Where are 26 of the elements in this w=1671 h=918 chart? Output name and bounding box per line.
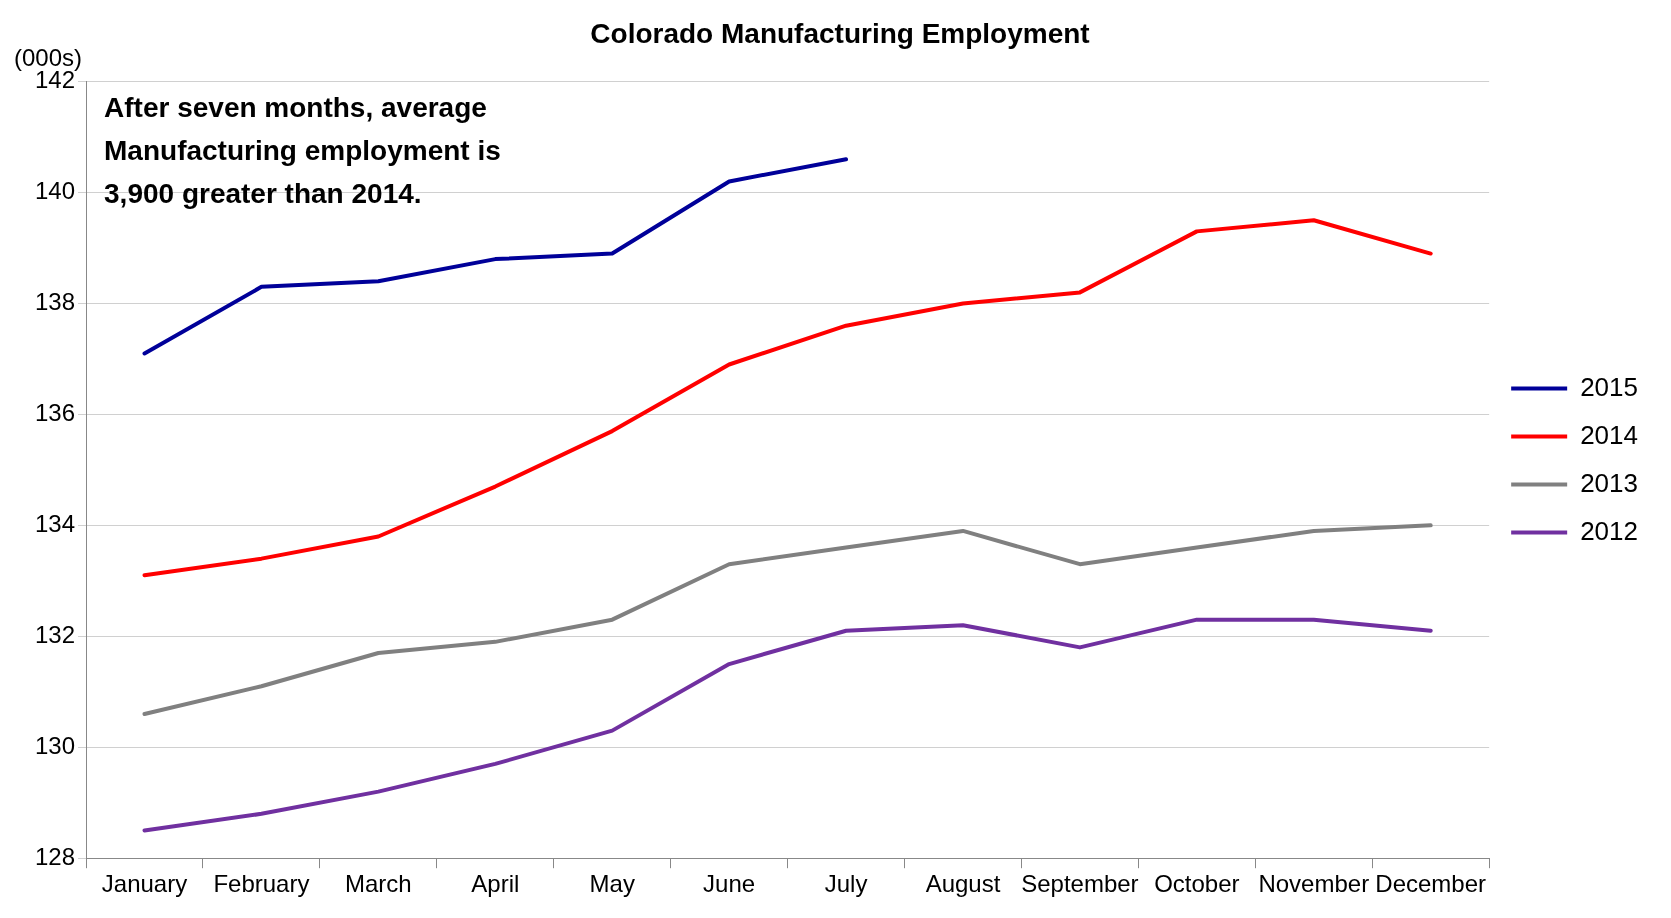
x-tick-label: June <box>703 870 756 898</box>
y-tick-label: 132 <box>35 620 76 648</box>
x-tick-label: October <box>1154 870 1240 898</box>
legend-label: 2012 <box>1580 515 1638 546</box>
y-tick-label: 134 <box>35 510 76 537</box>
x-tick-label: December <box>1375 870 1487 898</box>
x-tick-label: August <box>925 870 1001 898</box>
x-tick-label: July <box>824 870 868 898</box>
x-tick-label: November <box>1258 870 1370 898</box>
x-tick-label: May <box>589 870 635 898</box>
x-tick-label: March <box>345 870 412 898</box>
y-tick-label: 136 <box>35 399 76 427</box>
y-tick-label: 138 <box>35 288 76 316</box>
annotation: After seven months, average Manufacturing employment is 3,900 greater than 2014. <box>104 92 501 210</box>
legend-label: 2015 <box>1580 371 1638 402</box>
y-tick-label: 128 <box>35 842 76 870</box>
y-tick-label: 130 <box>35 731 76 759</box>
legend-label: 2013 <box>1580 467 1638 498</box>
legend-label: 2014 <box>1580 419 1638 450</box>
x-tick-label: September <box>1021 870 1139 898</box>
y-tick-label: 140 <box>35 177 76 205</box>
x-tick-label: February <box>213 870 310 898</box>
x-tick-label: January <box>101 870 188 898</box>
x-tick-label: April <box>471 870 520 898</box>
y-axis-title: (000s) <box>14 44 83 72</box>
chart-title: Colorado Manufacturing Employment <box>590 17 1090 49</box>
